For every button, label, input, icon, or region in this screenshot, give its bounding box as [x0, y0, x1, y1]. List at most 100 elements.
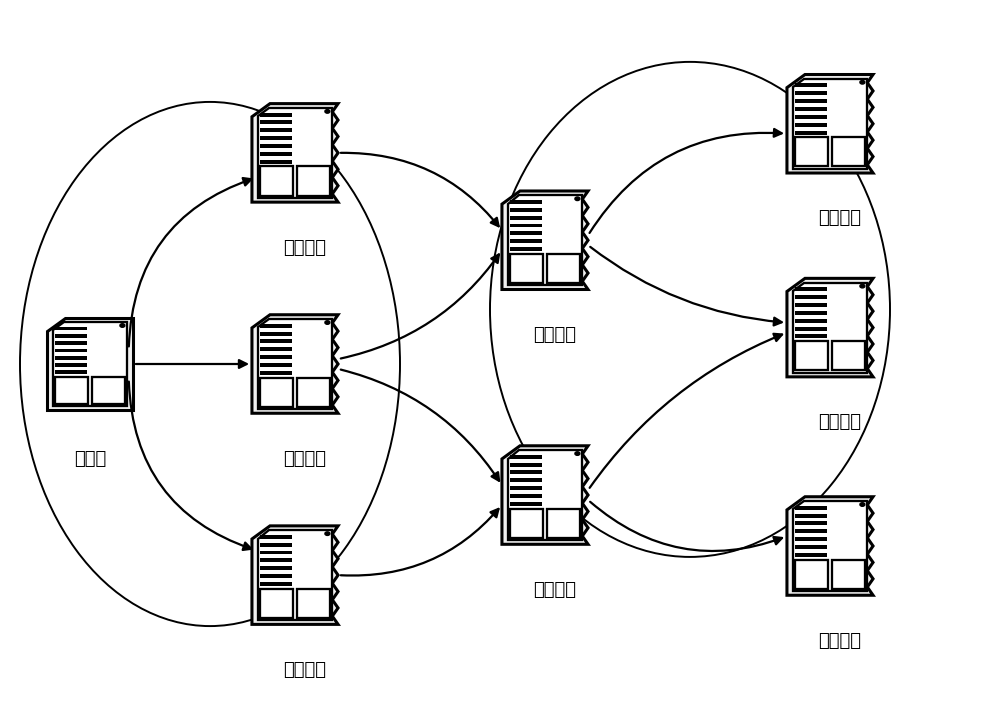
Polygon shape — [793, 282, 867, 373]
Text: 源节点: 源节点 — [74, 450, 106, 467]
Bar — [510, 502, 542, 506]
Bar — [260, 589, 293, 618]
Bar — [795, 107, 827, 111]
Polygon shape — [47, 317, 133, 411]
Polygon shape — [508, 450, 582, 540]
Bar — [55, 349, 87, 352]
Bar — [260, 136, 292, 140]
Text: 工作节点: 工作节点 — [284, 239, 326, 256]
Circle shape — [325, 532, 330, 535]
Circle shape — [120, 324, 125, 328]
Polygon shape — [502, 446, 588, 545]
Polygon shape — [252, 314, 338, 414]
Bar — [55, 363, 87, 367]
Bar — [510, 455, 542, 459]
Bar — [795, 521, 827, 526]
Bar — [795, 553, 827, 557]
Bar — [260, 339, 292, 344]
Bar — [55, 334, 87, 338]
Polygon shape — [258, 319, 332, 409]
Bar — [260, 550, 292, 555]
Bar — [55, 377, 88, 404]
Polygon shape — [508, 195, 582, 285]
Bar — [795, 130, 827, 135]
Text: 工作节点: 工作节点 — [818, 414, 862, 431]
Bar — [55, 371, 87, 374]
Bar — [510, 240, 542, 243]
Bar — [795, 295, 827, 299]
Bar — [795, 319, 827, 323]
Bar — [795, 288, 827, 291]
Bar — [510, 223, 542, 227]
Bar — [260, 120, 292, 124]
Polygon shape — [787, 496, 873, 596]
Bar — [795, 334, 827, 339]
Text: 工作节点: 工作节点 — [284, 450, 326, 467]
Polygon shape — [502, 191, 588, 290]
Polygon shape — [252, 103, 338, 202]
Bar — [510, 486, 542, 490]
Polygon shape — [787, 278, 873, 377]
Circle shape — [575, 197, 580, 200]
Bar — [510, 494, 542, 498]
Bar — [547, 509, 580, 538]
Circle shape — [325, 321, 330, 324]
Bar — [260, 159, 292, 164]
Text: 工作节点: 工作节点 — [818, 632, 862, 649]
Bar — [260, 566, 292, 570]
Bar — [260, 582, 292, 586]
Bar — [260, 167, 293, 196]
Bar — [297, 589, 330, 618]
Bar — [260, 371, 292, 375]
Bar — [510, 215, 542, 220]
Bar — [795, 91, 827, 95]
Bar — [795, 545, 827, 549]
Bar — [795, 123, 827, 127]
Bar — [795, 327, 827, 331]
Bar — [510, 254, 543, 283]
Bar — [260, 355, 292, 359]
Text: 工作节点: 工作节点 — [534, 581, 576, 598]
Bar — [795, 303, 827, 307]
Bar — [510, 470, 542, 475]
Bar — [297, 167, 330, 196]
Bar — [260, 152, 292, 156]
Bar — [832, 341, 865, 371]
Circle shape — [325, 110, 330, 113]
Circle shape — [860, 503, 865, 506]
Polygon shape — [793, 79, 867, 169]
Bar — [260, 128, 292, 132]
Polygon shape — [252, 526, 338, 625]
Bar — [795, 513, 827, 518]
Bar — [510, 462, 542, 467]
Bar — [795, 84, 827, 87]
Bar — [260, 113, 292, 116]
Bar — [832, 560, 865, 589]
Bar — [297, 378, 330, 407]
Polygon shape — [258, 530, 332, 620]
Bar — [795, 560, 828, 589]
Bar — [260, 542, 292, 547]
Bar — [795, 341, 828, 371]
Bar — [55, 327, 87, 331]
Polygon shape — [787, 74, 873, 173]
Bar — [510, 247, 542, 251]
Bar — [260, 574, 292, 578]
Bar — [795, 529, 827, 533]
Polygon shape — [793, 501, 867, 591]
Bar — [260, 558, 292, 562]
Polygon shape — [258, 108, 332, 198]
Bar — [510, 232, 542, 235]
Text: 工作节点: 工作节点 — [284, 661, 326, 678]
Polygon shape — [53, 322, 127, 406]
Text: 工作节点: 工作节点 — [534, 326, 576, 344]
Bar — [832, 138, 865, 167]
Bar — [260, 331, 292, 336]
Text: 工作节点: 工作节点 — [818, 210, 862, 227]
Bar — [795, 99, 827, 103]
Bar — [260, 363, 292, 367]
Bar — [510, 200, 542, 204]
Bar — [510, 207, 542, 212]
Bar — [510, 509, 543, 538]
Bar — [547, 254, 580, 283]
